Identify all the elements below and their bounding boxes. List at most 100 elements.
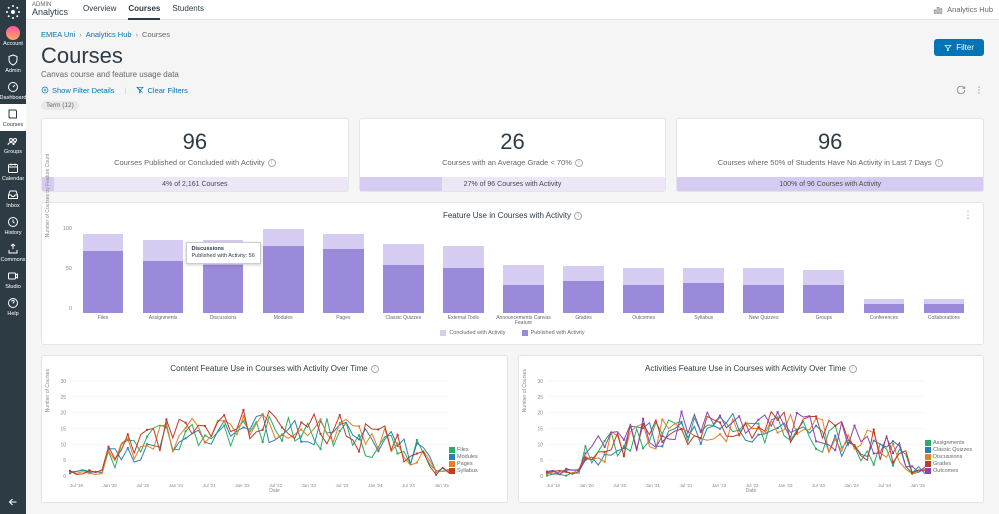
- legend-item: Classic Quizzes: [925, 447, 973, 453]
- bar-pages[interactable]: Pages: [314, 234, 372, 326]
- legend-item: Concluded with Activity: [440, 330, 505, 336]
- chart-menu-icon[interactable]: ⋮: [963, 210, 973, 221]
- activities-line-chart: 302520151050Jul '19Jan '20Jul '20Jan '21…: [529, 373, 925, 488]
- bar-announcements-canvas-feature[interactable]: Announcements Canvas Feature: [494, 265, 552, 326]
- avatar-icon: [6, 26, 20, 40]
- top-tabs: Overview Courses Students: [83, 0, 204, 20]
- nav-courses[interactable]: Courses: [0, 104, 26, 131]
- inbox-icon: [6, 188, 20, 202]
- show-filter-details-link[interactable]: Show Filter Details: [41, 86, 115, 95]
- svg-text:10: 10: [60, 442, 66, 448]
- nav-calendar[interactable]: Calendar: [0, 158, 26, 185]
- chart-tooltip: DiscussionsPublished with Activity: 56: [186, 242, 261, 264]
- stat-card: 26Courses with an Average Grade < 70% i2…: [359, 118, 667, 192]
- bar-outcomes[interactable]: Outcomes: [615, 268, 673, 326]
- group-icon: [6, 134, 20, 148]
- bar-external-tools[interactable]: External Tools: [434, 246, 492, 326]
- filter-button[interactable]: Filter: [934, 39, 984, 56]
- nav-commons[interactable]: Commons: [0, 239, 26, 266]
- bar-syllabus[interactable]: Syllabus: [675, 268, 733, 326]
- stat-label: Courses Published or Concluded with Acti…: [42, 158, 348, 167]
- tab-students[interactable]: Students: [172, 0, 204, 20]
- feature-bar-chart: Number of Courses by Feature Count 100 5…: [52, 226, 973, 326]
- stat-bar-text: 27% of 96 Courses with Activity: [464, 181, 562, 188]
- stat-bar: 4% of 2,161 Courses: [42, 177, 348, 191]
- share-icon: [6, 242, 20, 256]
- legend-item: Assignments: [925, 440, 973, 446]
- bar-collaborations[interactable]: Collaborations: [915, 299, 973, 326]
- svg-text:15: 15: [60, 427, 66, 433]
- bar-label: Conferences: [870, 316, 898, 326]
- tab-overview[interactable]: Overview: [83, 0, 116, 20]
- bar-new-quizzes[interactable]: New Quizzes: [735, 268, 793, 326]
- info-icon[interactable]: i: [935, 159, 943, 167]
- bar-groups[interactable]: Groups: [795, 270, 853, 326]
- filter-icon: [944, 44, 952, 52]
- more-icon[interactable]: [974, 85, 984, 95]
- bar-conferences[interactable]: Conferences: [855, 299, 913, 326]
- activities-line-legend: AssignmentsClassic QuizzesDiscussionsGra…: [925, 373, 973, 488]
- stat-bar-text: 100% of 96 Courses with Activity: [779, 181, 881, 188]
- refresh-icon[interactable]: [956, 85, 966, 95]
- content-feature-line-panel: Content Feature Use in Courses with Acti…: [41, 355, 508, 503]
- bar-assignments[interactable]: Assignments: [134, 240, 192, 326]
- collapse-nav-icon[interactable]: [7, 496, 19, 508]
- nav-dashboard[interactable]: Dashboard: [0, 77, 26, 104]
- stat-value: 96: [42, 129, 348, 155]
- nav-label: Calendar: [2, 176, 24, 182]
- bar-label: Announcements Canvas Feature: [494, 316, 552, 326]
- nav-admin[interactable]: Admin: [0, 50, 26, 77]
- info-icon[interactable]: i: [575, 159, 583, 167]
- bar-chart-legend: Concluded with Activity Published with Ac…: [52, 330, 973, 336]
- chart-title: Content Feature Use in Courses with Acti…: [170, 364, 367, 373]
- legend-item: Published with Activity: [522, 330, 585, 336]
- nav-label: Studio: [5, 284, 21, 290]
- nav-label: History: [4, 230, 21, 236]
- bar-modules[interactable]: Modules: [254, 229, 312, 326]
- video-icon: [6, 269, 20, 283]
- bar-label: Collaborations: [928, 316, 960, 326]
- legend-item: Grades: [925, 461, 973, 467]
- info-icon[interactable]: i: [371, 365, 379, 373]
- nav-groups[interactable]: Groups: [0, 131, 26, 158]
- bar-files[interactable]: Files: [74, 234, 132, 326]
- chart-icon: [933, 5, 943, 15]
- breadcrumb-link[interactable]: EMEA Uni: [41, 30, 75, 39]
- svg-text:0: 0: [63, 474, 66, 480]
- x-ticks: Jul '19Jan '20Jul '20Jan '21Jul '21Jan '…: [547, 483, 925, 488]
- nav-account[interactable]: Account: [0, 23, 26, 50]
- nav-inbox[interactable]: Inbox: [0, 185, 26, 212]
- breadcrumb: EMEA Uni › Analytics Hub › Courses: [41, 30, 984, 39]
- nav-label: Dashboard: [0, 95, 26, 101]
- calendar-icon: [6, 161, 20, 175]
- nav-label: Groups: [4, 149, 22, 155]
- nav-label: Help: [7, 311, 18, 317]
- page-title: Courses: [41, 43, 179, 69]
- svg-text:0: 0: [540, 474, 543, 480]
- bar-grades[interactable]: Grades: [555, 266, 613, 326]
- info-icon[interactable]: i: [268, 159, 276, 167]
- filter-chip[interactable]: Term (12): [41, 101, 79, 110]
- clear-filters-link[interactable]: Clear Filters: [136, 86, 187, 95]
- stat-bar: 27% of 96 Courses with Activity: [360, 177, 666, 191]
- nav-studio[interactable]: Studio: [0, 266, 26, 293]
- bar-label: Classic Quizzes: [386, 316, 422, 326]
- nav-help[interactable]: Help: [0, 293, 26, 320]
- info-icon[interactable]: i: [574, 212, 582, 220]
- bar-label: Files: [98, 316, 109, 326]
- bar-label: Syllabus: [694, 316, 713, 326]
- info-icon[interactable]: i: [849, 365, 857, 373]
- breadcrumb-link[interactable]: Analytics Hub: [86, 30, 132, 39]
- bar-label: Discussions: [210, 316, 237, 326]
- nav-history[interactable]: History: [0, 212, 26, 239]
- global-nav: AccountAdmin Dashboard Courses Groups Calend…: [0, 0, 26, 514]
- svg-text:15: 15: [537, 427, 543, 433]
- tab-courses[interactable]: Courses: [128, 0, 160, 20]
- legend-item: Syllabus: [449, 468, 497, 474]
- svg-text:10: 10: [537, 442, 543, 448]
- bar-classic-quizzes[interactable]: Classic Quizzes: [374, 244, 432, 326]
- svg-text:30: 30: [537, 379, 543, 385]
- canvas-logo-icon[interactable]: [4, 3, 22, 21]
- header-right[interactable]: Analytics Hub: [933, 5, 993, 15]
- bar-discussions[interactable]: DiscussionsDiscussionsPublished with Act…: [194, 240, 252, 326]
